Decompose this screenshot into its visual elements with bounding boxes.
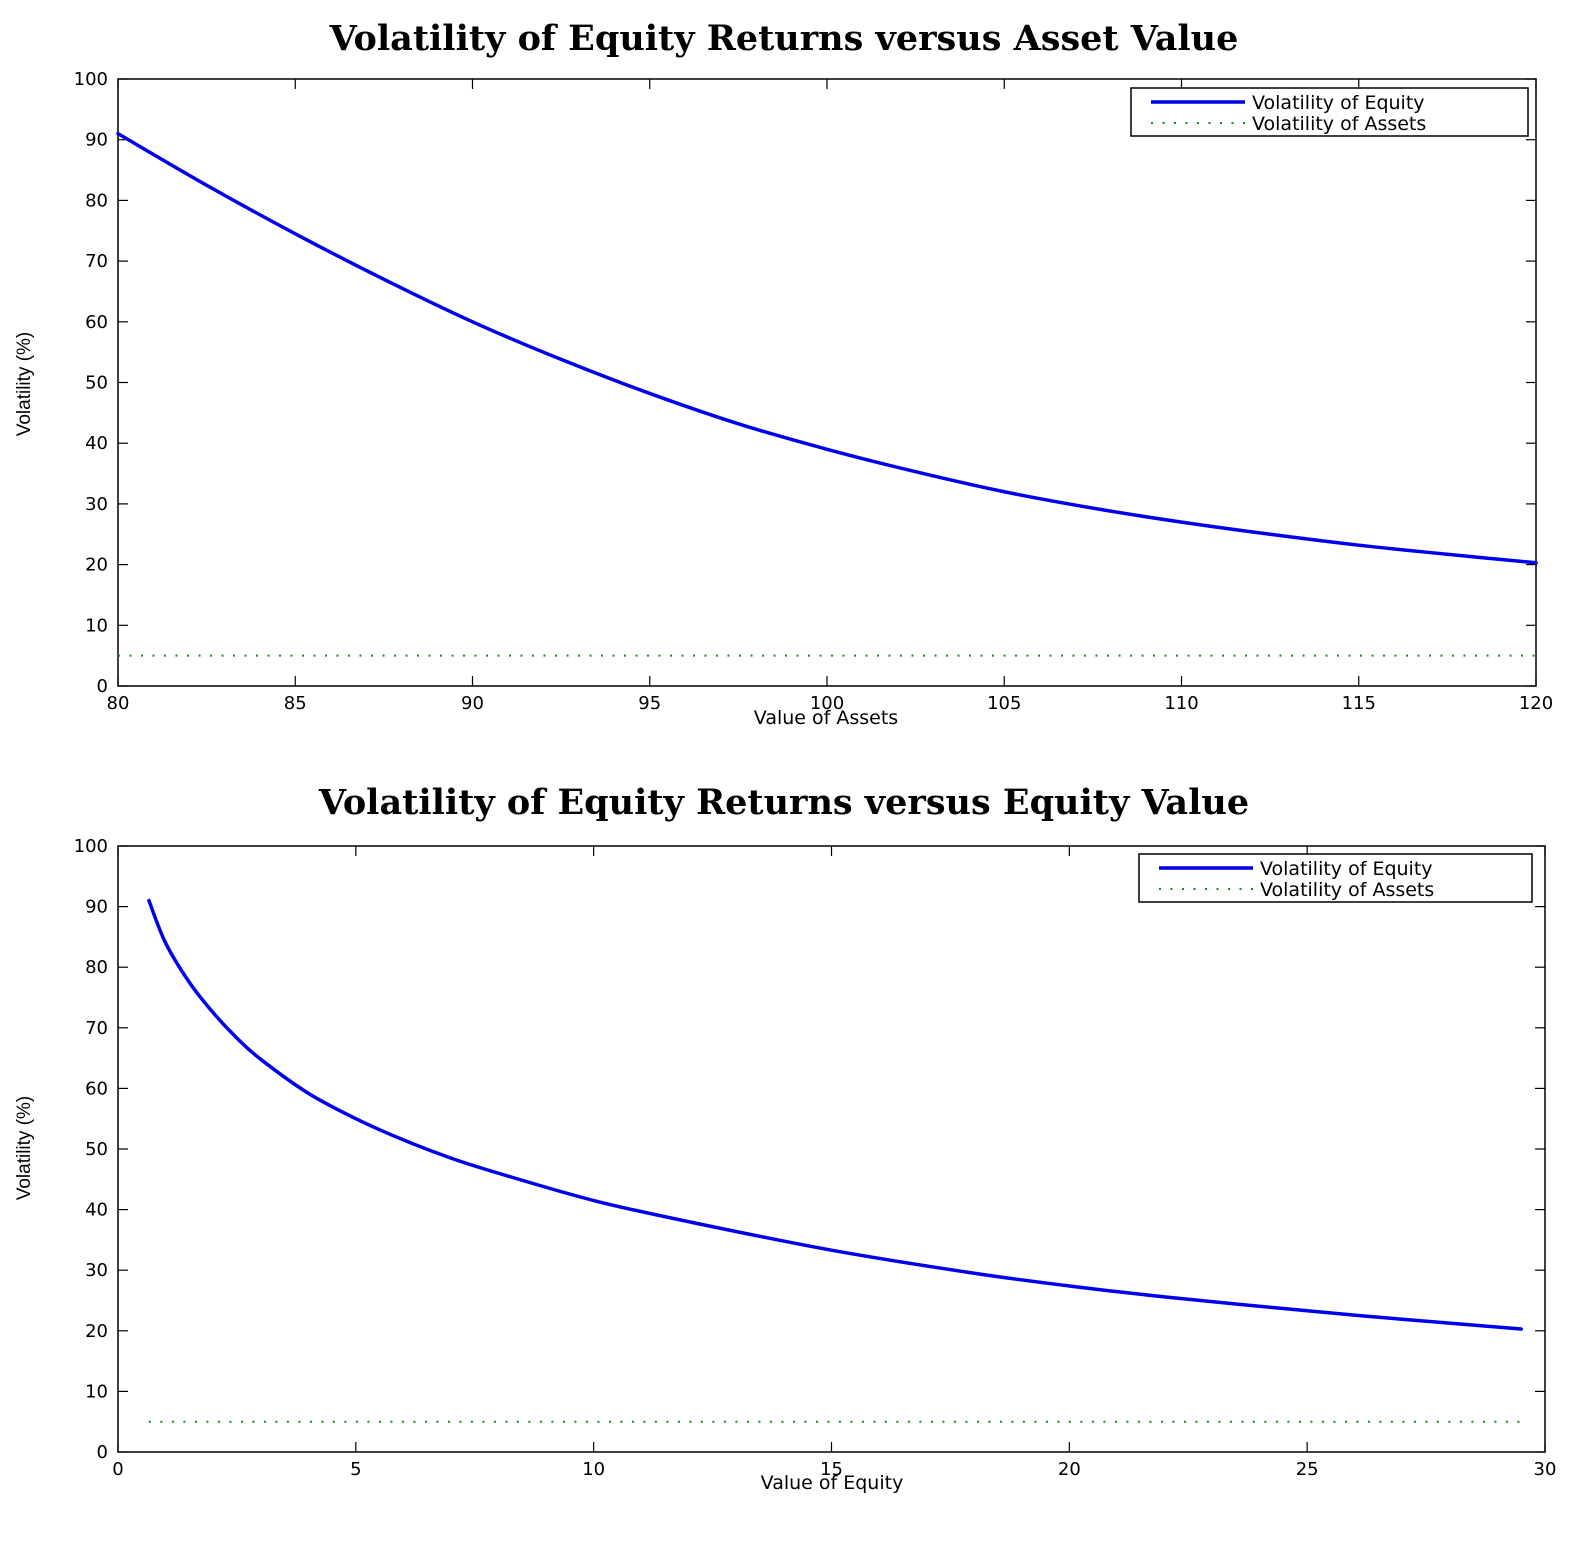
y-axis-label-group: Volatility (%) (14, 1096, 35, 1201)
y-tick-label: 80 (85, 190, 108, 211)
x-tick-label: 25 (1296, 1459, 1319, 1480)
y-axis-label-group: Volatility (%) (14, 332, 35, 437)
x-tick-label: 100 (810, 693, 844, 714)
x-tick-label: 110 (1164, 693, 1198, 714)
y-tick-label: 0 (97, 1442, 108, 1463)
y-tick-label: 0 (97, 676, 108, 697)
legend-box (1130, 87, 1529, 137)
series-line-equity-volatility (116, 131, 1538, 565)
y-tick-label: 10 (85, 1381, 108, 1402)
y-tick-label: 90 (85, 130, 108, 151)
y-tick-label: 80 (85, 957, 108, 978)
legend-label: Volatility of Equity (1260, 858, 1433, 880)
legend-label: Volatility of Assets (1260, 879, 1434, 901)
y-tick-label: 10 (85, 615, 108, 636)
legend-label: Volatility of Equity (1252, 92, 1425, 114)
x-tick-label: 85 (284, 693, 307, 714)
y-tick-label: 100 (74, 69, 108, 90)
y-tick-label: 90 (85, 897, 108, 918)
y-tick-label: 70 (85, 1018, 108, 1039)
axes-box (117, 78, 1537, 687)
y-tick-label: 60 (85, 1078, 108, 1099)
y-axis-label: Volatility (%) (14, 332, 35, 437)
y-tick-label: 40 (85, 433, 108, 454)
legend-box (1138, 853, 1533, 903)
x-tick-label: 120 (1519, 693, 1553, 714)
chart-title: Volatility of Equity Returns versus Equi… (318, 782, 1249, 823)
x-tick-label: 90 (461, 693, 484, 714)
y-tick-label: 60 (85, 312, 108, 333)
axes-box (117, 845, 1546, 1453)
y-tick-label: 30 (85, 1260, 108, 1281)
x-axis-label: Value of Equity (761, 1472, 904, 1494)
y-tick-label: 40 (85, 1200, 108, 1221)
x-tick-label: 10 (582, 1459, 605, 1480)
x-tick-label: 0 (112, 1459, 123, 1480)
y-tick-label: 50 (85, 1139, 108, 1160)
y-tick-label: 70 (85, 251, 108, 272)
x-tick-label: 15 (820, 1459, 843, 1480)
series-line-equity-volatility (147, 898, 1523, 1331)
chart-title: Volatility of Equity Returns versus Asse… (329, 18, 1239, 59)
y-tick-label: 100 (74, 836, 108, 857)
x-tick-label: 20 (1058, 1459, 1081, 1480)
x-tick-label: 30 (1534, 1459, 1557, 1480)
plot-area: 80 85 90 95 100 105 110 115 120 0 10 20 30 40 50 60 70 80… (74, 69, 1554, 714)
y-tick-label: 30 (85, 494, 108, 515)
chart-top: Volatility of Equity Returns versus Asse… (14, 18, 1553, 729)
x-tick-label: 5 (350, 1459, 361, 1480)
chart-bottom: Volatility of Equity Returns versus Equi… (14, 782, 1556, 1494)
y-tick-label: 50 (85, 373, 108, 394)
x-axis-label: Value of Assets (754, 707, 898, 729)
x-tick-label: 80 (107, 693, 130, 714)
y-tick-label: 20 (85, 1321, 108, 1342)
y-axis-label: Volatility (%) (14, 1096, 35, 1201)
legend-label: Volatility of Assets (1252, 113, 1426, 135)
x-tick-label: 115 (1342, 693, 1376, 714)
x-tick-label: 95 (638, 693, 661, 714)
plot-area: 0 5 10 15 20 25 30 0 10 20 30 40 50 60 70 80 90 100 Volati… (74, 836, 1557, 1480)
x-tick-label: 105 (987, 693, 1021, 714)
y-tick-label: 20 (85, 555, 108, 576)
